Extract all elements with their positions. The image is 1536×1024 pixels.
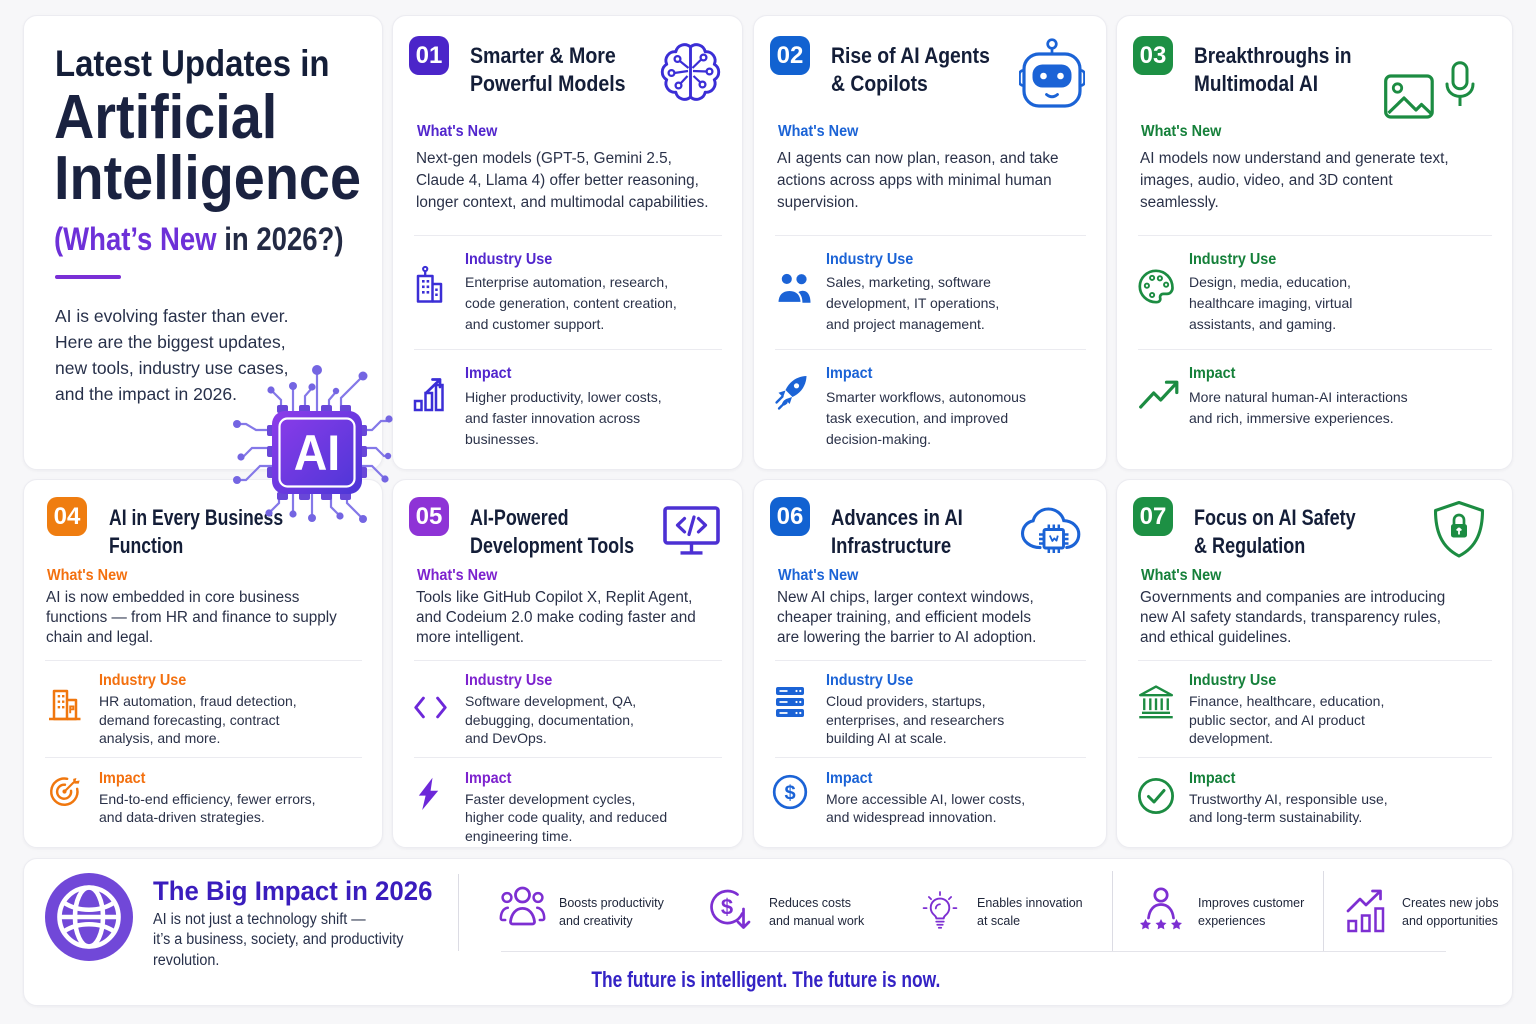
svg-text:$: $ xyxy=(784,783,795,805)
svg-text:AI: AI xyxy=(294,425,340,481)
svg-text:$: $ xyxy=(721,895,733,920)
